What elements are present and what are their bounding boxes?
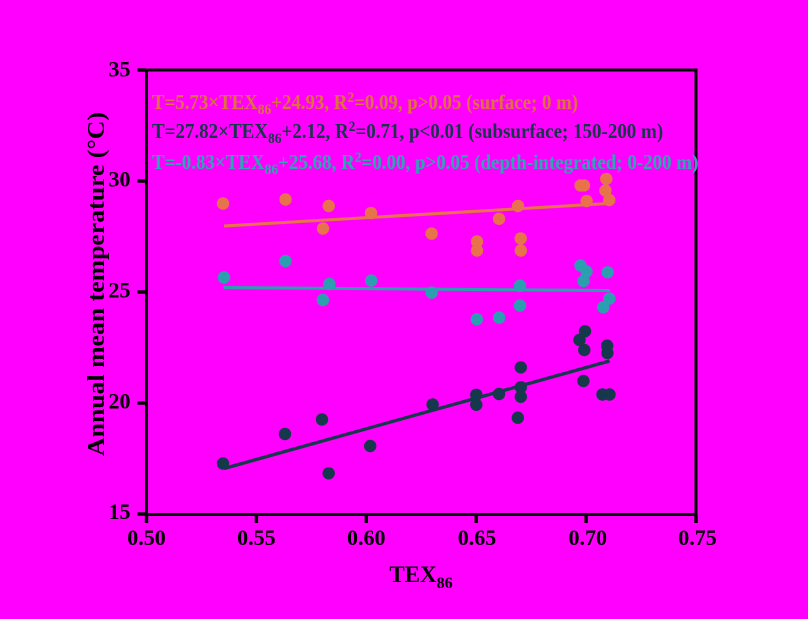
svg-text:0.50: 0.50 xyxy=(127,525,166,550)
svg-text:20: 20 xyxy=(109,389,131,414)
svg-text:T=5.73×TEX86+24.93, R2=0.09, p: T=5.73×TEX86+24.93, R2=0.09, p>0.05 (sur… xyxy=(152,89,578,118)
svg-text:0.55: 0.55 xyxy=(237,525,276,550)
svg-text:0.70: 0.70 xyxy=(569,525,608,550)
svg-text:35: 35 xyxy=(109,57,131,82)
svg-text:15: 15 xyxy=(109,499,131,524)
svg-text:T=-0.83×TEX86+25.68, R2=0.00,: T=-0.83×TEX86+25.68, R2=0.00, p>0.05 (de… xyxy=(152,149,698,178)
svg-text:25: 25 xyxy=(109,278,131,303)
svg-text:T=27.82×TEX86+2.12, R2=0.71, p: T=27.82×TEX86+2.12, R2=0.71, p<0.01 (sub… xyxy=(152,118,663,147)
svg-text:30: 30 xyxy=(109,167,131,192)
svg-text:0.65: 0.65 xyxy=(458,525,497,550)
svg-text:Annual mean temperature (°C): Annual mean temperature (°C) xyxy=(84,112,110,456)
svg-text:0.75: 0.75 xyxy=(678,525,717,550)
svg-text:0.60: 0.60 xyxy=(347,525,386,550)
